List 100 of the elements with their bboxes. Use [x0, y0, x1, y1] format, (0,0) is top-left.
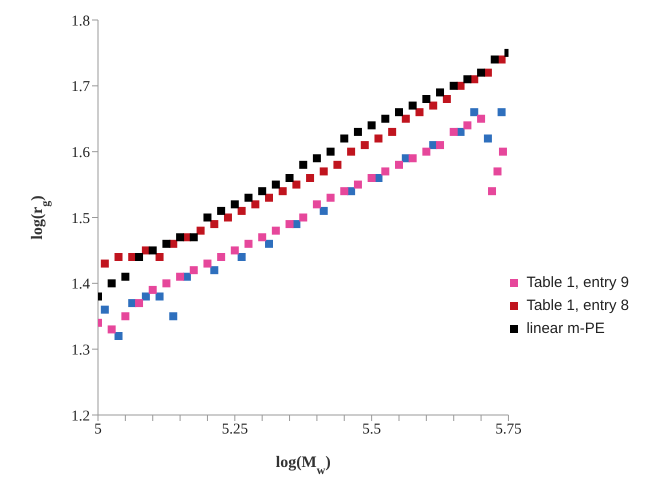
point	[360, 141, 369, 150]
point	[224, 214, 232, 222]
point	[394, 160, 403, 169]
point	[477, 114, 486, 123]
point	[429, 102, 438, 110]
point	[169, 312, 178, 320]
point	[210, 220, 218, 228]
point	[121, 272, 130, 281]
point	[436, 141, 444, 150]
point	[121, 312, 130, 320]
x-tick-label: 5	[94, 422, 102, 438]
x-tick-label: 5.5	[362, 422, 381, 438]
point	[135, 299, 144, 308]
point	[156, 292, 164, 300]
point	[176, 272, 184, 281]
point	[162, 279, 170, 288]
point	[368, 121, 376, 130]
point	[463, 75, 472, 84]
y-tick-label: 1.2	[71, 408, 90, 424]
point	[156, 253, 164, 261]
point	[374, 134, 382, 142]
point	[354, 128, 362, 136]
point	[265, 194, 274, 202]
point	[100, 306, 109, 314]
x-tick-label: 5.75	[495, 422, 522, 438]
point	[114, 253, 123, 261]
legend-label: Table 1, entry 9	[526, 274, 629, 291]
point	[340, 134, 348, 142]
point	[320, 206, 328, 215]
point	[333, 160, 342, 169]
point	[408, 102, 417, 110]
point	[238, 206, 246, 215]
point	[190, 266, 198, 274]
point	[272, 226, 280, 235]
point	[230, 246, 239, 254]
point	[306, 174, 314, 182]
point	[217, 206, 226, 215]
point	[135, 253, 144, 261]
legend-label: linear m-PE	[526, 320, 605, 337]
point	[286, 174, 294, 182]
point	[408, 154, 417, 162]
point	[244, 194, 252, 202]
point	[251, 200, 260, 208]
point	[299, 214, 308, 222]
y-tick-label: 1.7	[71, 79, 90, 96]
point	[368, 174, 376, 182]
point	[498, 148, 507, 156]
point	[402, 114, 410, 123]
point	[176, 233, 184, 242]
point	[100, 260, 109, 268]
point	[148, 246, 157, 254]
point	[272, 180, 280, 189]
x-axis-title: log(M$_{w}$)	[276, 454, 331, 477]
x-tick-label: 5.25	[222, 422, 248, 438]
y-tick-label: 1.6	[71, 144, 90, 161]
point	[488, 187, 496, 196]
point	[148, 286, 157, 294]
point	[108, 279, 116, 288]
point	[278, 187, 287, 196]
legend-label: Table 1, entry 8	[526, 297, 629, 314]
point	[450, 82, 458, 90]
y-tick-label: 1.3	[71, 342, 90, 358]
point	[312, 154, 321, 162]
point	[493, 167, 502, 176]
point	[142, 292, 150, 300]
point	[244, 240, 252, 248]
point	[326, 194, 335, 202]
point	[320, 167, 328, 176]
point	[450, 128, 458, 136]
point	[217, 253, 226, 261]
point	[477, 68, 486, 77]
y-tick-label: 1.4	[71, 276, 90, 293]
point	[347, 148, 356, 156]
point	[381, 167, 390, 176]
point	[326, 148, 335, 156]
y-tick-label: 1.8	[71, 13, 90, 30]
point	[394, 108, 403, 116]
point	[238, 253, 246, 261]
point	[258, 187, 266, 196]
point	[490, 56, 499, 64]
point	[436, 88, 444, 96]
point	[190, 233, 198, 242]
point	[203, 260, 212, 268]
point	[470, 108, 478, 116]
point	[162, 240, 170, 248]
point	[203, 214, 212, 222]
point	[210, 266, 218, 274]
y-tick-label: 1.5	[71, 210, 90, 227]
point	[292, 180, 300, 189]
point	[416, 108, 424, 116]
point	[114, 332, 123, 340]
point	[498, 108, 506, 116]
point	[340, 187, 348, 196]
point	[422, 148, 430, 156]
point	[388, 128, 396, 136]
point	[265, 240, 274, 248]
point	[196, 226, 205, 235]
point	[299, 160, 308, 169]
point	[442, 95, 451, 103]
point	[381, 114, 390, 123]
